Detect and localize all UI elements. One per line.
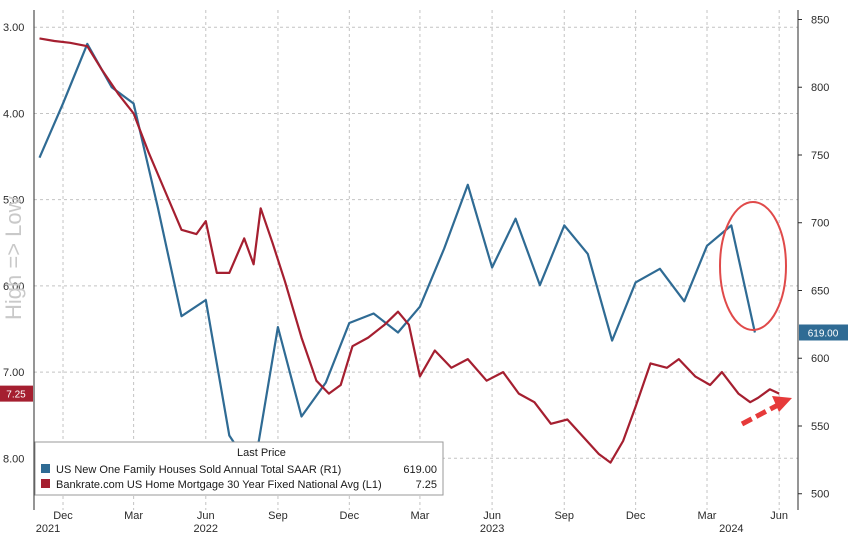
right-axis: 500 550 600 650 700 750 800 850 (798, 14, 829, 501)
left-tick-label: 6.00 (3, 281, 24, 293)
x-tick-label: Sep (268, 510, 288, 522)
last-value-label-mortgage: 7.25 (6, 390, 26, 401)
x-tick-label: Jun (197, 510, 215, 522)
right-tick-label: 550 (811, 421, 829, 433)
series-layer (38, 37, 780, 474)
right-tick-label: 600 (811, 353, 829, 365)
right-tick-label: 500 (811, 489, 829, 501)
right-tick-label: 750 (811, 150, 829, 162)
series-line-mortgage-rate (39, 37, 780, 464)
highlight-circle (719, 201, 787, 331)
x-year-label: 2023 (480, 523, 504, 535)
grid-vertical (62, 10, 780, 510)
trend-arrowhead-icon (772, 396, 792, 412)
x-tick-label: Sep (554, 510, 574, 522)
y-axis-label: High => Low (1, 196, 26, 320)
x-tick-label: Mar (124, 510, 143, 522)
legend-label-sales: US New One Family Houses Sold Annual Tot… (56, 464, 341, 476)
x-tick-label: Jun (770, 510, 788, 522)
x-tick-label: Dec (626, 510, 646, 522)
x-year-label: 2022 (194, 523, 218, 535)
right-tick-label: 700 (811, 218, 829, 230)
right-tick-label: 850 (811, 14, 829, 26)
x-tick-label: Jun (483, 510, 501, 522)
trend-arrow-icon (740, 402, 780, 427)
last-value-label-sales: 619.00 (808, 328, 839, 339)
x-year-label: 2024 (719, 523, 743, 535)
last-value-tags: 619.00 7.25 (0, 324, 848, 402)
left-tick-label: 4.00 (3, 108, 24, 120)
x-tick-label: Mar (410, 510, 429, 522)
last-value-tag-mortgage (0, 385, 33, 402)
left-tick-label: 3.00 (3, 22, 24, 34)
left-axis: 3.00 4.00 5.00 6.00 7.00 8.00 (3, 22, 24, 465)
last-value-tag-sales (799, 324, 848, 341)
annotations (719, 201, 792, 427)
legend-box (34, 441, 444, 496)
legend-value-sales: 619.00 (403, 464, 437, 476)
left-tick-label: 5.00 (3, 195, 24, 207)
x-axis: Dec Mar Jun Sep Dec Mar Jun Sep Dec Mar Jun 2021 202… (36, 510, 788, 535)
x-tick-label: Dec (340, 510, 360, 522)
x-tick-label: Mar (698, 510, 717, 522)
legend-swatch-sales (41, 464, 50, 473)
legend: Last Price US New One Family Houses Sold… (34, 441, 444, 496)
x-tick-label: Dec (53, 510, 73, 522)
series-line-houses-sold (38, 42, 756, 474)
legend-label-mortgage: Bankrate.com US Home Mortgage 30 Year Fi… (56, 479, 382, 491)
legend-title: Last Price (237, 447, 286, 459)
left-tick-label: 8.00 (3, 453, 24, 465)
left-tick-label: 7.00 (3, 367, 24, 379)
grid-horizontal (34, 26, 798, 459)
right-tick-label: 650 (811, 285, 829, 297)
legend-swatch-mortgage (41, 479, 50, 488)
legend-value-mortgage: 7.25 (416, 479, 437, 491)
right-tick-label: 800 (811, 82, 829, 94)
x-year-label: 2021 (36, 523, 60, 535)
